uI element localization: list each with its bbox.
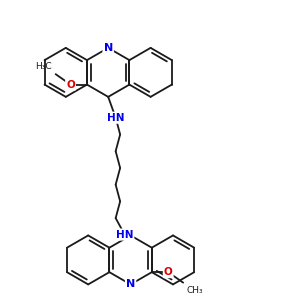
Text: N: N — [103, 43, 113, 53]
Text: HN: HN — [107, 113, 124, 123]
Text: O: O — [66, 80, 75, 90]
Text: N: N — [126, 279, 135, 290]
Text: H₃C: H₃C — [35, 62, 52, 71]
Text: O: O — [164, 267, 172, 277]
Text: HN: HN — [116, 230, 134, 239]
Text: CH₃: CH₃ — [187, 286, 203, 295]
